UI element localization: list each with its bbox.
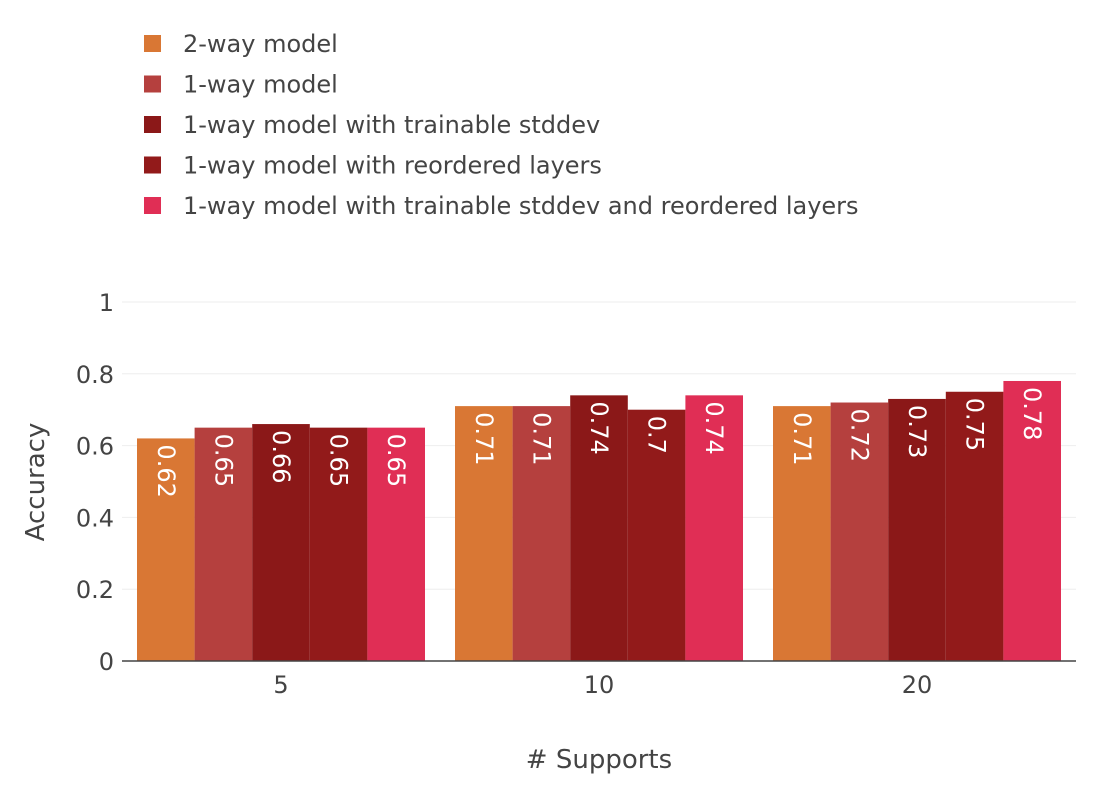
x-axis-title: # Supports [526, 745, 672, 775]
bar-data-label: 0.71 [788, 412, 816, 465]
legend-item-label: 2-way model [183, 30, 338, 58]
legend-item-label: 1-way model with reordered layers [183, 152, 602, 180]
bar-data-label: 0.73 [903, 405, 931, 458]
x-tick-label: 10 [584, 671, 615, 699]
y-tick-label: 0.8 [76, 361, 114, 389]
bar [945, 391, 1004, 661]
y-tick-label: 0.4 [76, 504, 114, 532]
bar-data-label: 0.65 [325, 434, 353, 487]
legend-swatch [144, 156, 161, 174]
bar-data-label: 0.71 [470, 412, 498, 465]
bar-data-label: 0.75 [961, 398, 989, 451]
bar [773, 406, 831, 661]
y-tick-label: 0.6 [76, 433, 114, 461]
bar-data-label: 0.66 [267, 430, 295, 483]
bars [137, 380, 1061, 661]
bar-data-label: 0.62 [152, 444, 180, 497]
bar [888, 398, 946, 661]
bar [137, 438, 195, 661]
bar-data-labels: 0.62 0.65 0.66 0.65 0.65 0.71 0.71 0.74 0.7 0.74 0… [152, 387, 1046, 498]
bar [367, 427, 425, 661]
axes: 0 0.2 0.4 0.6 0.8 1 5 10 20 [76, 289, 1076, 699]
x-tick-label: 5 [273, 671, 288, 699]
bar-data-label: 0.71 [527, 412, 555, 465]
bar [570, 395, 628, 661]
bar [252, 424, 310, 661]
bar-data-label: 0.74 [700, 401, 728, 454]
y-axis-title: Accuracy [21, 423, 51, 542]
legend-swatch [144, 116, 161, 133]
bar [1003, 380, 1061, 661]
legend: 2-way model 1-way model 1-way model with t… [144, 30, 859, 220]
legend-swatch [144, 75, 161, 93]
legend-swatch [144, 197, 161, 214]
bar-data-label: 0.7 [643, 416, 671, 454]
legend-swatch [144, 35, 161, 52]
bar-data-label: 0.72 [845, 409, 873, 462]
bar-data-label: 0.74 [585, 401, 613, 454]
legend-item-label: 1-way model with trainable stddev [183, 111, 600, 139]
bar [194, 427, 253, 661]
bar-data-label: 0.65 [382, 434, 410, 487]
bar [512, 406, 571, 661]
x-tick-label: 20 [902, 671, 933, 699]
legend-item-label: 1-way model with trainable stddev and re… [183, 192, 859, 220]
bar [309, 427, 368, 661]
y-tick-label: 1 [99, 289, 114, 317]
y-tick-label: 0.2 [76, 576, 114, 604]
bar [685, 395, 743, 661]
bar [455, 406, 513, 661]
legend-item-label: 1-way model [183, 71, 338, 99]
y-tick-label: 0 [99, 648, 114, 676]
bar [830, 402, 889, 661]
bar [627, 409, 686, 661]
bar-data-label: 0.78 [1018, 387, 1046, 440]
bar-data-label: 0.65 [209, 434, 237, 487]
